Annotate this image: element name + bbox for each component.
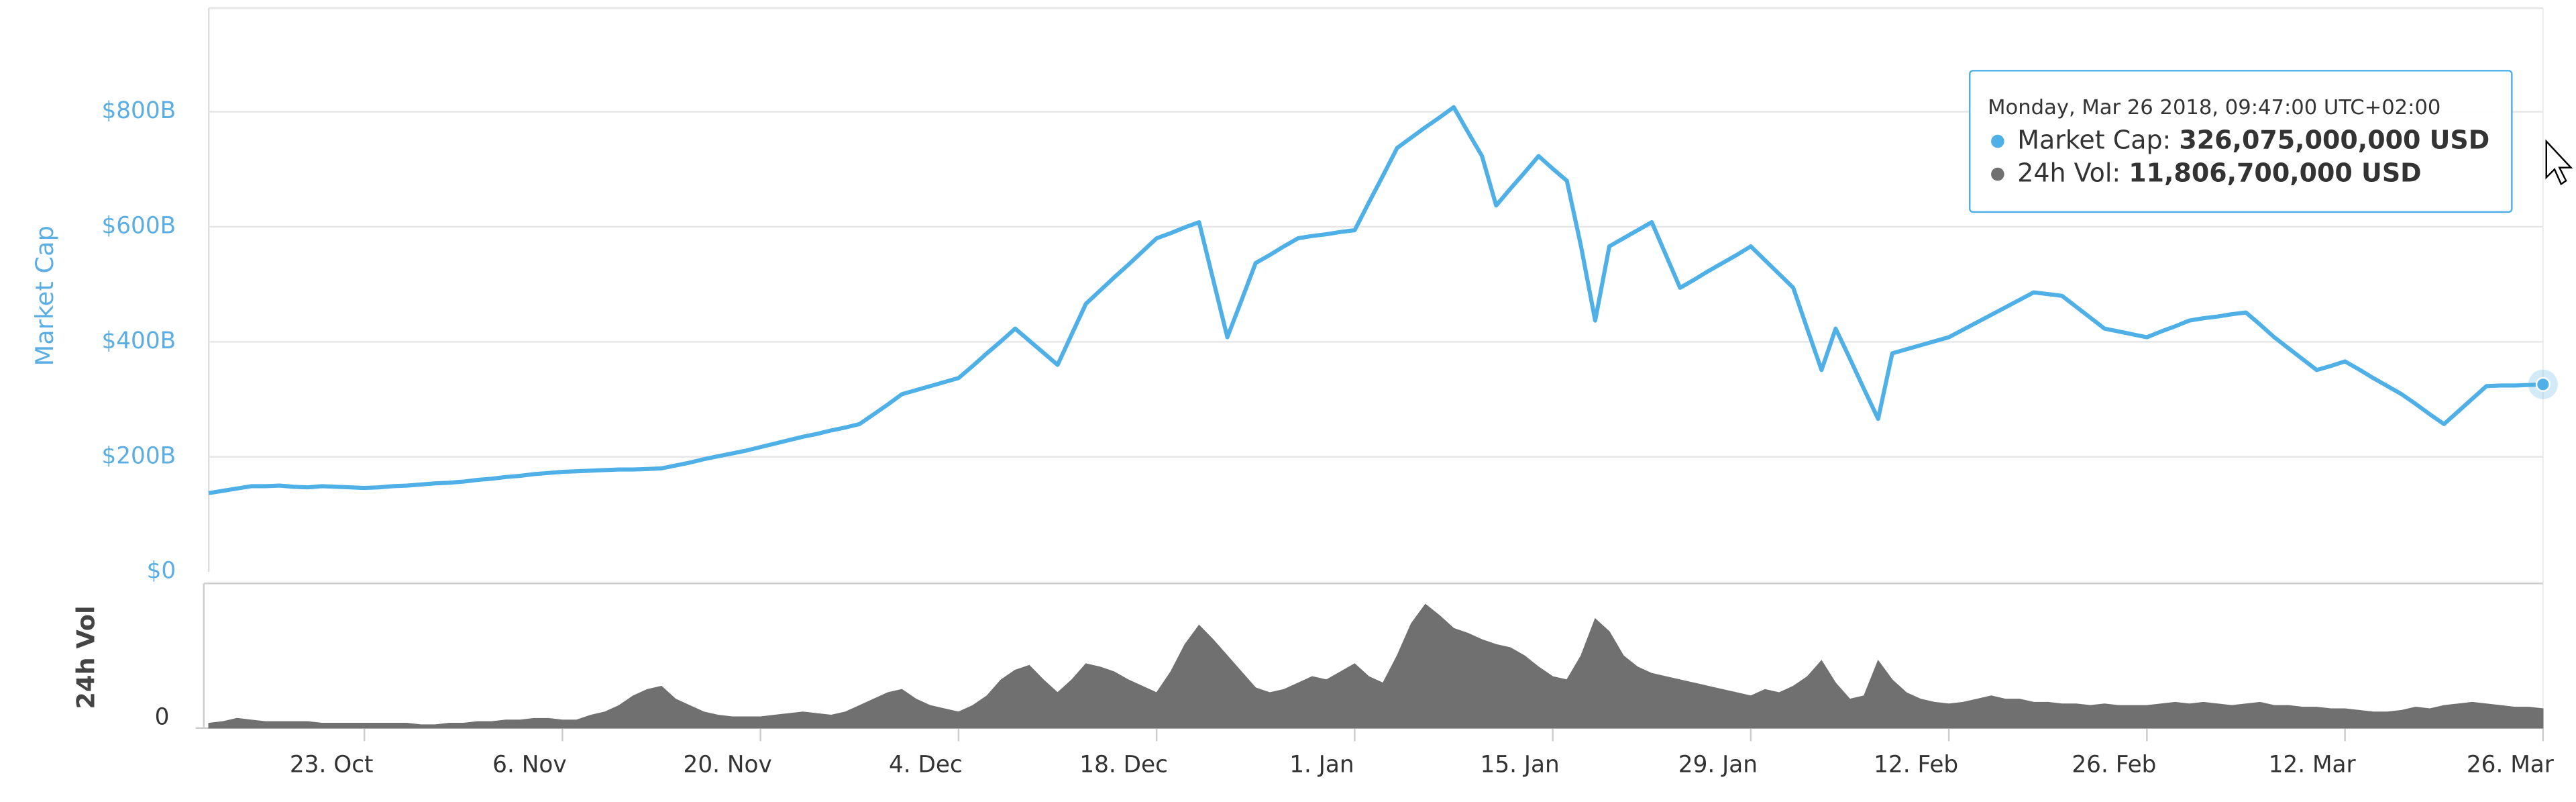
tooltip-row: Market Cap: 326,075,000,000 USD [2017, 125, 2489, 154]
tooltip-label: 24h Vol: [2017, 158, 2121, 187]
tooltip-row: 24h Vol: 11,806,700,000 USD [2017, 158, 2421, 187]
tooltip-date: Monday, Mar 26 2018, 09:47:00 UTC+02:00 [1988, 96, 2440, 119]
x-tick-label: 6. Nov [492, 752, 566, 779]
y-axis-title: Market Cap [30, 225, 59, 366]
market-cap-line [208, 105, 2543, 495]
y-tick-label: $400B [101, 328, 176, 354]
x-tick-label: 12. Mar [2269, 752, 2357, 779]
x-tick-label: 20. Nov [684, 752, 772, 779]
tooltip-label: Market Cap: [2017, 125, 2171, 154]
plot-area: $0 $200B $400B $600B $800B 0 23. Oct 6. Nov 20. … [101, 97, 2558, 779]
tooltip-box [1969, 70, 2513, 213]
y2-tick-label: 0 [155, 704, 170, 731]
y-tick-label: $800B [101, 97, 176, 124]
mouse-cursor [2545, 139, 2573, 186]
x-tick-label: 1. Jan [1289, 752, 1354, 779]
y2-axis-title: 24h Vol [71, 605, 100, 709]
volume-area [208, 603, 2544, 729]
y-tick-label: $0 [147, 558, 176, 585]
tooltip-value: 11,806,700,000 USD [2129, 158, 2421, 187]
tooltip-marker [1991, 167, 2004, 181]
x-tick-label: 26. Feb [2072, 752, 2156, 779]
x-tick-label: 26. Mar [2467, 752, 2555, 779]
tooltip-marker [1991, 134, 2004, 148]
hover-point [2535, 377, 2551, 392]
x-tick-label: 12. Feb [1874, 752, 1958, 779]
x-tick-label: 15. Jan [1481, 752, 1560, 779]
x-tick-label: 18. Dec [1079, 752, 1168, 779]
tooltip-value: 326,075,000,000 USD [2179, 125, 2489, 154]
x-tick-label: 4. Dec [889, 752, 963, 779]
x-tick-label: 23. Oct [290, 752, 374, 779]
y-tick-label: $200B [101, 442, 176, 469]
tooltip: Monday, Mar 26 2018, 09:47:00 UTC+02:00 … [1969, 70, 2513, 213]
x-tick-label: 29. Jan [1678, 752, 1758, 779]
y-tick-label: $600B [101, 212, 176, 239]
